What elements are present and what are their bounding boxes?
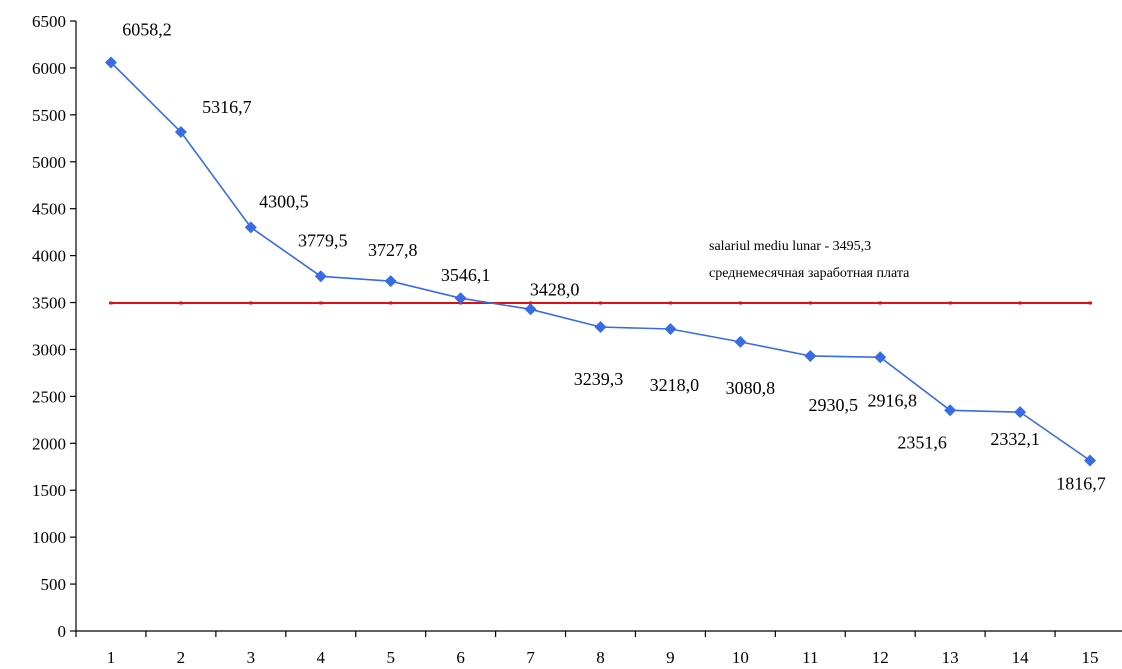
reference-marker: [1088, 301, 1092, 305]
y-tick-label: 1500: [32, 481, 66, 500]
data-label: 2930,5: [809, 395, 859, 415]
reference-marker: [109, 301, 113, 305]
reference-marker: [808, 301, 812, 305]
y-tick-label: 6000: [32, 59, 66, 78]
reference-marker: [948, 301, 952, 305]
data-point-marker: [804, 349, 817, 362]
data-point-marker: [174, 126, 187, 139]
data-label: 2916,8: [867, 390, 917, 410]
data-point-marker: [734, 335, 747, 348]
y-tick-label: 5000: [32, 153, 66, 172]
x-tick-label: 5: [386, 648, 395, 667]
reference-marker: [878, 301, 882, 305]
x-tick-label: 12: [872, 648, 889, 667]
x-tick-label: 9: [666, 648, 675, 667]
y-tick-label: 2500: [32, 387, 66, 406]
x-tick-label: 7: [526, 648, 535, 667]
x-tick-label: 10: [732, 648, 749, 667]
x-tick-label: 1: [107, 648, 116, 667]
y-tick-label: 4000: [32, 247, 66, 266]
x-tick-label: 14: [1012, 648, 1030, 667]
data-label: 3779,5: [298, 230, 348, 250]
reference-label-line2: среднемесячная заработная плата: [709, 266, 910, 281]
x-tick-label: 6: [456, 648, 465, 667]
y-ticks: 0 500 1000 1500 2000 2500 3000 3500 4000 4500 5000…: [32, 12, 76, 641]
data-labels: 6058,2 5316,7 4300,5 3779,5 3727,8 3546,1 3428…: [122, 19, 1106, 493]
data-label: 3546,1: [441, 265, 491, 285]
data-point-marker: [944, 404, 957, 417]
y-tick-label: 4500: [32, 200, 66, 219]
data-label: 2332,1: [990, 429, 1040, 449]
reference-marker: [249, 301, 253, 305]
data-label: 1816,7: [1056, 474, 1106, 494]
data-label: 6058,2: [122, 19, 172, 39]
y-tick-label: 3000: [32, 340, 66, 359]
x-tick-label: 8: [596, 648, 605, 667]
data-point-marker: [314, 270, 327, 283]
reference-marker: [1018, 301, 1022, 305]
data-label: 3218,0: [650, 375, 700, 395]
data-point-marker: [244, 221, 257, 234]
data-point-marker: [1084, 454, 1097, 467]
data-label: 3428,0: [530, 279, 580, 299]
x-tick-label: 13: [942, 648, 959, 667]
data-point-marker: [384, 275, 397, 288]
series-line: [110, 61, 1091, 462]
reference-marker: [599, 301, 602, 305]
x-tick-label: 11: [802, 648, 818, 667]
y-tick-label: 6500: [32, 12, 66, 31]
data-point-marker: [874, 351, 887, 364]
data-point-marker: [594, 321, 607, 334]
y-tick-label: 2000: [32, 434, 66, 453]
series-group: [104, 56, 1097, 467]
reference-line-group: [108, 301, 1093, 305]
data-point-marker: [104, 56, 117, 69]
data-point-marker: [454, 292, 467, 305]
data-label: 3080,8: [726, 378, 776, 398]
data-label: 2351,6: [897, 432, 947, 452]
data-label: 3727,8: [368, 240, 418, 260]
data-point-marker: [664, 323, 677, 336]
x-tick-label: 2: [177, 648, 186, 667]
data-point-marker: [524, 303, 537, 316]
y-tick-label: 0: [58, 622, 67, 641]
axes: [75, 21, 1122, 632]
reference-marker: [738, 301, 742, 305]
reference-label-line1: salariul mediu lunar - 3495,3: [709, 239, 871, 254]
reference-marker: [179, 301, 183, 305]
reference-marker: [529, 301, 533, 305]
data-label: 5316,7: [202, 97, 252, 117]
y-tick-label: 3500: [32, 294, 66, 313]
data-point-marker: [1014, 406, 1027, 419]
reference-marker: [319, 301, 323, 305]
data-label: 4300,5: [259, 191, 309, 211]
x-tick-label: 3: [247, 648, 256, 667]
x-tick-label: 15: [1082, 648, 1099, 667]
y-tick-label: 1000: [32, 528, 66, 547]
reference-marker: [389, 301, 393, 305]
reference-marker: [668, 301, 672, 305]
annotation: salariul mediu lunar - 3495,3 среднемеся…: [709, 239, 910, 281]
y-tick-label: 5500: [32, 106, 66, 125]
data-label: 3239,3: [574, 369, 624, 389]
y-tick-label: 500: [41, 575, 67, 594]
x-tick-label: 4: [317, 648, 326, 667]
x-ticks: 1 2 3 4 5 6 7 8 9 10 11 12 13 14 15: [75, 631, 1099, 667]
